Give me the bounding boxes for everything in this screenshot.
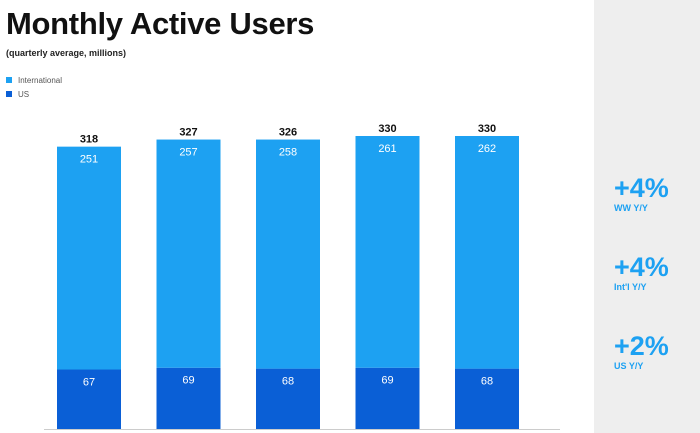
bar-international-label: 257 <box>179 147 197 159</box>
bar-total-label: 327 <box>179 127 197 139</box>
stat-ww: +4% WW Y/Y <box>614 175 669 214</box>
bar-us <box>455 368 519 429</box>
stat-us-label: US Y/Y <box>614 361 644 371</box>
bar-international-label: 258 <box>279 147 297 159</box>
bar-us-label: 68 <box>282 376 294 388</box>
legend-label-us: US <box>18 89 30 99</box>
bar-us <box>256 368 320 429</box>
bar-total-label: 318 <box>80 134 98 146</box>
legend-swatch-international <box>6 77 12 83</box>
bar-groups: 318 251 67 327 257 69 326 258 68 330 261 69 330 262 68 <box>57 123 519 429</box>
bar-international-label: 261 <box>378 143 396 155</box>
bar-international <box>156 139 221 368</box>
bar-us-label: 68 <box>481 376 493 388</box>
chart-subtitle: (quarterly average, millions) <box>6 48 127 58</box>
stacked-bar-chart: 318 251 67 327 257 69 326 258 68 330 261 69 330 262 68 <box>44 123 560 430</box>
bar-international <box>455 136 519 369</box>
bar-total-label: 326 <box>279 127 297 139</box>
stat-us-value: +2% <box>614 331 669 361</box>
chart-legend: International US <box>6 73 62 101</box>
stat-intl-label: Int'l Y/Y <box>614 282 647 292</box>
legend-item-international: International <box>6 73 62 87</box>
bar-international-label: 262 <box>478 143 496 155</box>
yoy-stats-panel: +4% WW Y/Y +4% Int'l Y/Y +2% US Y/Y <box>594 0 700 433</box>
bar-us <box>156 367 221 429</box>
stat-ww-label: WW Y/Y <box>614 203 648 213</box>
bar-international-label: 251 <box>80 154 98 166</box>
bar-us-label: 69 <box>381 375 393 387</box>
stat-intl-value: +4% <box>614 252 669 282</box>
bar-us-label: 67 <box>83 377 95 389</box>
bar-international <box>355 136 420 368</box>
bar-us <box>57 369 121 429</box>
bar-international <box>57 146 121 370</box>
stat-us: +2% US Y/Y <box>614 333 669 372</box>
stat-intl: +4% Int'l Y/Y <box>614 254 669 293</box>
stat-ww-value: +4% <box>614 173 669 203</box>
legend-label-international: International <box>18 75 63 85</box>
bar-total-label: 330 <box>478 123 496 135</box>
legend-item-us: US <box>6 87 62 101</box>
legend-swatch-us <box>6 91 12 97</box>
bar-us <box>355 367 420 429</box>
chart-title: Monthly Active Users <box>6 6 315 41</box>
bar-total-label: 330 <box>378 123 396 135</box>
bar-us-label: 69 <box>182 375 194 387</box>
bar-international <box>256 139 320 369</box>
chart-panel: Monthly Active Users (quarterly average,… <box>6 6 560 430</box>
